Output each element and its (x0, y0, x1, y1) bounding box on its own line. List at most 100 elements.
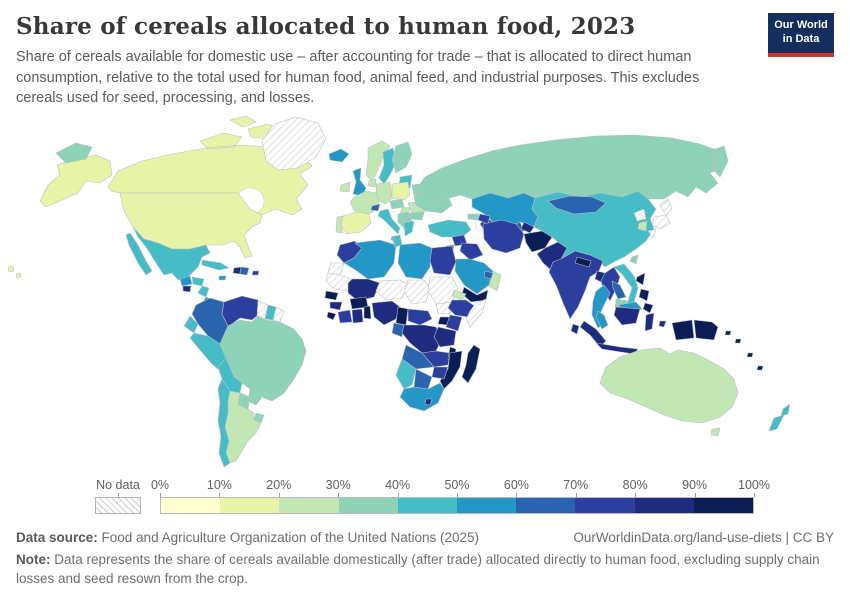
country-iran[interactable] (482, 219, 525, 254)
country-dominican-republic[interactable] (239, 266, 250, 276)
country-iceland[interactable] (328, 148, 350, 163)
country-borneo-indonesia[interactable] (613, 306, 641, 326)
country-iraq[interactable] (459, 242, 484, 261)
country-indonesia-papua[interactable] (671, 319, 695, 341)
country-taiwan[interactable] (629, 254, 639, 265)
country-russia[interactable] (414, 134, 729, 202)
legend-tick-label: 100% (738, 478, 770, 492)
country-canada[interactable] (107, 115, 313, 216)
country-chile[interactable] (217, 378, 231, 468)
note-value: Data represents the share of cereals ava… (16, 552, 820, 586)
country-australia[interactable] (599, 347, 739, 424)
country-poland[interactable] (391, 181, 411, 201)
country-laos[interactable] (611, 280, 627, 300)
country-portugal[interactable] (335, 215, 344, 234)
country-madagascar[interactable] (461, 344, 481, 384)
country-somalia[interactable] (465, 298, 487, 328)
legend-color-bin[interactable] (338, 498, 398, 513)
country-bulgaria[interactable] (408, 211, 425, 221)
country-russia-chukotka[interactable] (55, 142, 93, 164)
legend-color-bin[interactable] (634, 498, 694, 513)
country-venezuela[interactable] (221, 295, 263, 327)
country-senegal[interactable] (324, 290, 339, 301)
legend-color-bin[interactable] (516, 498, 576, 513)
country-greece[interactable] (403, 220, 415, 237)
country-honduras[interactable] (191, 276, 205, 287)
country-jamaica[interactable] (218, 275, 227, 281)
country-greenland[interactable] (261, 116, 327, 171)
legend-color-bin[interactable] (220, 498, 280, 513)
country-malaysia[interactable] (595, 310, 609, 330)
legend-color-bin[interactable] (457, 498, 517, 513)
country-south-sudan[interactable] (435, 301, 453, 315)
legend-no-data[interactable]: No data (95, 478, 141, 514)
legend-color-bin[interactable] (693, 498, 754, 513)
country-nigeria[interactable] (371, 300, 401, 326)
country-ghana[interactable] (351, 308, 364, 324)
country-south-africa[interactable] (399, 382, 445, 412)
country-nepal[interactable] (574, 256, 592, 268)
country-indonesia-java[interactable] (595, 342, 639, 355)
country-lesotho[interactable] (424, 398, 433, 406)
country-guatemala[interactable] (179, 275, 193, 287)
country-nicaragua[interactable] (197, 285, 210, 298)
country-united-states[interactable] (119, 192, 263, 259)
country-niger[interactable] (375, 279, 409, 301)
legend-color-bin[interactable] (397, 498, 458, 513)
country-indonesia-moluccas[interactable] (658, 320, 667, 328)
country-sweden[interactable] (378, 147, 397, 185)
country-cameroon[interactable] (395, 306, 409, 326)
country-new-zealand[interactable] (768, 403, 791, 432)
country-india[interactable] (548, 250, 604, 320)
country-north-korea[interactable] (633, 208, 647, 222)
country-el-salvador[interactable] (182, 285, 192, 293)
country-central-african-republic[interactable] (407, 308, 433, 326)
country-namibia[interactable] (395, 358, 417, 390)
country-botswana[interactable] (413, 368, 433, 390)
country-france[interactable] (349, 190, 380, 218)
country-finland[interactable] (391, 141, 413, 174)
legend-tick-label: 10% (206, 478, 232, 492)
country-mexico[interactable] (125, 226, 211, 281)
country-pacific-islands[interactable] (724, 330, 764, 371)
country-indonesia-sulawesi[interactable] (644, 312, 655, 332)
legend-color-bin[interactable] (575, 498, 635, 513)
country-sierra-leone[interactable] (326, 311, 337, 321)
country-guinea[interactable] (329, 301, 343, 311)
country-south-korea[interactable] (637, 220, 648, 232)
legend-color-bin[interactable] (279, 498, 339, 513)
country-sri-lanka[interactable] (570, 323, 580, 335)
country-czechia-austria[interactable] (389, 198, 405, 210)
owid-link[interactable]: OurWorldinData.org/land-use-diets | CC B… (573, 530, 834, 545)
country-papua-new-guinea[interactable] (693, 319, 719, 341)
country-haiti[interactable] (232, 266, 242, 275)
country-french-guiana[interactable] (272, 306, 285, 323)
country-tanzania[interactable] (433, 326, 457, 348)
country-uae[interactable] (483, 270, 494, 280)
country-switzerland[interactable] (370, 203, 381, 212)
country-alaska[interactable] (39, 154, 113, 208)
country-spain[interactable] (339, 211, 372, 235)
country-puerto-rico[interactable] (251, 270, 260, 276)
legend-color-bin[interactable] (161, 498, 221, 513)
country-congo-gabon[interactable] (391, 322, 405, 338)
country-norway[interactable] (365, 140, 391, 182)
country-togo-benin[interactable] (363, 305, 372, 320)
country-hawaii[interactable] (7, 265, 22, 279)
country-turkey[interactable] (427, 219, 472, 238)
country-ivory-coast[interactable] (337, 309, 353, 324)
country-kenya[interactable] (445, 314, 463, 332)
country-libya[interactable] (397, 242, 433, 280)
country-benelux[interactable] (367, 178, 377, 188)
country-philippines[interactable] (635, 272, 654, 314)
country-japan[interactable] (647, 198, 673, 239)
no-data-swatch[interactable] (95, 497, 141, 514)
country-egypt[interactable] (429, 245, 457, 276)
country-cuba[interactable] (201, 259, 230, 271)
country-zimbabwe[interactable] (431, 366, 449, 380)
country-ireland[interactable] (339, 181, 351, 193)
country-mongolia[interactable] (547, 195, 607, 215)
country-chad[interactable] (403, 279, 431, 305)
country-tasmania[interactable] (710, 427, 721, 437)
legend-tick (457, 493, 458, 497)
